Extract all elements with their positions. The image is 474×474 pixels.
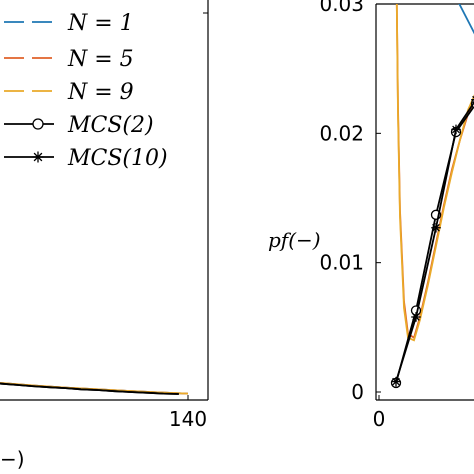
right-y-axis-label: pf(−) xyxy=(268,228,321,252)
legend-marker-mcs-10 xyxy=(32,151,44,163)
right-y-ticks: 0 0.01 0.02 0.03 xyxy=(319,0,381,404)
legend-label-n-1: N = 1 xyxy=(67,11,134,36)
right-y-tick-label: 0.03 xyxy=(319,0,364,16)
right-y-tick-label: 0 xyxy=(351,380,364,404)
right-line-mcs-10 xyxy=(395,101,474,382)
right-panel: 0 0.01 0.02 0.03 0 pf(−) xyxy=(268,0,474,431)
legend-label-n-9: N = 9 xyxy=(67,80,134,105)
right-series-group xyxy=(390,4,474,389)
legend-marker-mcs-2 xyxy=(32,118,44,130)
left-line-mcs-10 xyxy=(0,382,179,395)
right-line-n-1-solid xyxy=(458,4,474,35)
left-x-tick-label: 140 xyxy=(169,407,207,431)
legend-label-mcs-2: MCS(2) xyxy=(67,113,154,138)
right-point-mcs-10 xyxy=(391,376,401,387)
right-y-tick-label: 0.01 xyxy=(319,251,364,275)
right-line-mcs-2 xyxy=(395,104,474,384)
right-line-n-5 xyxy=(395,4,474,340)
right-point-mcs-10 xyxy=(451,124,461,135)
right-x-tick-label: 0 xyxy=(373,407,386,431)
legend-label-mcs-10: MCS(10) xyxy=(67,146,168,171)
legend-label-n-5: N = 5 xyxy=(67,47,134,72)
left-series-group xyxy=(0,382,189,395)
right-point-mcs-10 xyxy=(431,222,441,233)
legend: N = 1 N = 5 N = 9 MCS(2) MCS(10) xyxy=(4,11,168,171)
right-point-mcs-10 xyxy=(411,312,421,322)
right-y-tick-label: 0.02 xyxy=(319,121,364,145)
right-line-n-9 xyxy=(395,4,474,342)
left-panel: 140 −) xyxy=(0,0,209,471)
left-x-axis-label: −) xyxy=(0,447,25,471)
